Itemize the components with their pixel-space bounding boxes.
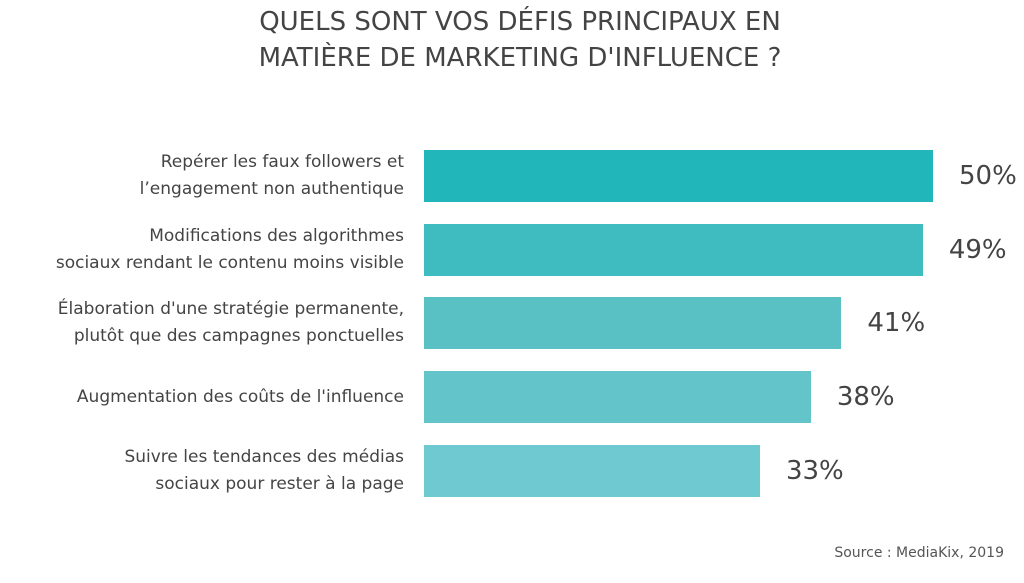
value-label: 50% [959, 161, 1017, 191]
bar [424, 371, 811, 423]
bar [424, 150, 933, 202]
source: Source : MediaKix, 2019 [834, 545, 1004, 561]
bar [424, 445, 760, 497]
chart-title: QUELS SONT VOS DÉFIS PRINCIPAUX EN MATIÈ… [258, 7, 782, 73]
bar [424, 224, 923, 276]
value-label: 38% [836, 382, 895, 412]
bar [424, 297, 842, 349]
category-label: Suivre les tendances des médias sociaux … [124, 447, 404, 494]
category-label: Repérer les faux followers et l’engageme… [139, 152, 404, 199]
category-label: Modifications des algorithmes sociaux re… [55, 226, 404, 273]
value-label: 41% [867, 308, 926, 338]
category-label: Élaboration d'une stratégie permanente, … [57, 299, 404, 346]
category-label: Augmentation des coûts de l'influence [76, 386, 404, 407]
value-label: 49% [948, 235, 1007, 265]
value-label: 33% [785, 456, 844, 486]
